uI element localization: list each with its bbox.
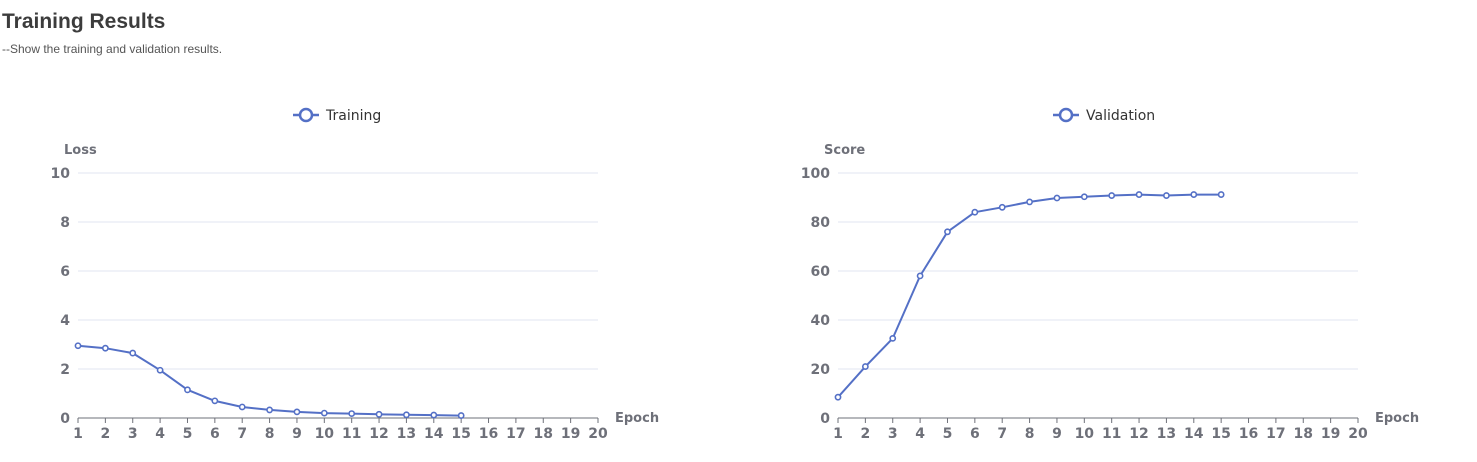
validation-data-point <box>998 203 1006 211</box>
validation-y-tick-label: 20 <box>811 362 831 378</box>
validation-x-tick-label: 7 <box>997 426 1007 442</box>
training-data-point <box>74 342 82 350</box>
validation-y-tick-label: 80 <box>811 215 831 231</box>
training-y-tick-label: 10 <box>51 166 71 182</box>
page-subtitle: --Show the training and validation resul… <box>2 42 223 56</box>
training-x-tick-label: 18 <box>534 426 553 442</box>
validation-x-tick-label: 18 <box>1294 426 1313 442</box>
training-data-point <box>266 406 273 414</box>
training-x-tick-label: 15 <box>451 426 470 442</box>
validation-x-tick-label: 2 <box>860 426 870 442</box>
training-data-point <box>457 412 465 419</box>
validation-x-tick-label: 10 <box>1075 426 1095 442</box>
validation-x-tick-label: 1 <box>833 426 843 442</box>
training-data-point <box>129 349 137 357</box>
training-y-tick-label: 2 <box>60 362 70 378</box>
page-title: Training Results <box>2 10 166 33</box>
validation-x-tick-label: 4 <box>915 426 925 442</box>
training-x-axis-title: Epoch <box>615 411 659 426</box>
validation-data-point <box>861 363 869 370</box>
training-x-tick-label: 13 <box>397 426 416 442</box>
validation-data-point <box>916 272 924 280</box>
validation-x-tick-label: 9 <box>1052 426 1062 442</box>
validation-data-point <box>1190 191 1198 198</box>
validation-x-tick-label: 12 <box>1129 426 1148 442</box>
validation-y-tick-label: 0 <box>820 411 830 427</box>
validation-x-tick-label: 15 <box>1211 426 1230 442</box>
training-y-tick-label: 8 <box>60 215 70 231</box>
training-x-tick-label: 14 <box>424 426 444 442</box>
validation-y-axis-title: Score <box>824 143 865 158</box>
training-series-line <box>77 344 462 417</box>
training-x-tick-label: 1 <box>73 426 83 442</box>
validation-data-point <box>1080 193 1088 201</box>
training-x-tick-label: 2 <box>100 426 110 442</box>
validation-legend-label: Validation <box>1086 108 1155 124</box>
training-y-tick-label: 4 <box>60 313 70 329</box>
training-x-tick-label: 20 <box>588 426 608 442</box>
training-data-point <box>293 408 301 416</box>
training-x-tick-label: 19 <box>561 426 580 442</box>
validation-data-point <box>1053 194 1061 202</box>
training-x-tick-label: 7 <box>237 426 247 442</box>
validation-legend-marker <box>1058 107 1074 123</box>
validation-y-tick-label: 40 <box>811 313 831 329</box>
training-data-point <box>430 411 438 419</box>
training-x-tick-label: 5 <box>183 426 193 442</box>
validation-x-tick-label: 13 <box>1157 426 1176 442</box>
validation-data-point <box>834 393 842 401</box>
training-legend-label: Training <box>325 108 381 124</box>
validation-x-axis-title: Epoch <box>1375 411 1419 426</box>
training-x-tick-label: 11 <box>342 426 361 442</box>
validation-x-tick-label: 19 <box>1321 426 1340 442</box>
training-x-tick-label: 6 <box>210 426 220 442</box>
training-chart: Training Loss Epoch 0 2 4 6 8 10 1 2 3 4 5 6 7 8 9 10 11 12 1… <box>0 95 720 457</box>
validation-x-tick-label: 11 <box>1102 426 1121 442</box>
training-data-point <box>375 410 383 418</box>
training-x-tick-label: 16 <box>479 426 498 442</box>
training-x-tick-label: 17 <box>506 426 525 442</box>
validation-y-tick-label: 60 <box>811 264 831 280</box>
training-data-point <box>348 410 356 417</box>
training-data-point <box>403 411 410 419</box>
validation-x-tick-label: 20 <box>1348 426 1368 442</box>
validation-x-tick-label: 17 <box>1266 426 1285 442</box>
validation-series-line <box>837 193 1222 398</box>
training-x-tick-label: 10 <box>315 426 335 442</box>
training-y-tick-label: 0 <box>60 411 70 427</box>
validation-x-tick-label: 14 <box>1184 426 1204 442</box>
validation-data-point <box>971 208 979 216</box>
validation-data-point <box>1026 198 1033 206</box>
validation-data-point <box>944 228 951 236</box>
validation-data-point <box>1217 191 1225 198</box>
validation-x-tick-label: 8 <box>1025 426 1035 442</box>
page-header: Training Results --Show the training and… <box>2 8 222 56</box>
validation-data-point <box>1135 191 1143 198</box>
validation-x-tick-label: 6 <box>970 426 980 442</box>
validation-y-tick-label: 100 <box>801 166 830 182</box>
training-data-point <box>320 409 328 417</box>
training-data-point <box>211 397 219 405</box>
training-y-axis-title: Loss <box>64 143 97 158</box>
training-x-tick-label: 4 <box>155 426 165 442</box>
training-legend-marker <box>298 107 314 123</box>
validation-chart: Validation Score Epoch 0 20 40 60 80 100 1 2 3 4 5 6 7 8… <box>760 95 1477 457</box>
validation-x-tick-label: 16 <box>1239 426 1258 442</box>
validation-x-tick-label: 3 <box>888 426 898 442</box>
training-x-tick-label: 3 <box>128 426 138 442</box>
training-x-tick-label: 12 <box>369 426 388 442</box>
training-data-point <box>184 386 191 394</box>
training-data-point <box>156 366 164 374</box>
validation-data-point <box>889 334 897 342</box>
training-data-point <box>238 403 246 411</box>
validation-x-tick-label: 5 <box>943 426 953 442</box>
training-y-tick-label: 6 <box>60 264 70 280</box>
training-x-tick-label: 8 <box>265 426 275 442</box>
training-data-point <box>101 344 109 352</box>
validation-data-point <box>1163 192 1170 199</box>
training-x-tick-label: 9 <box>292 426 302 442</box>
validation-data-point <box>1108 192 1116 199</box>
